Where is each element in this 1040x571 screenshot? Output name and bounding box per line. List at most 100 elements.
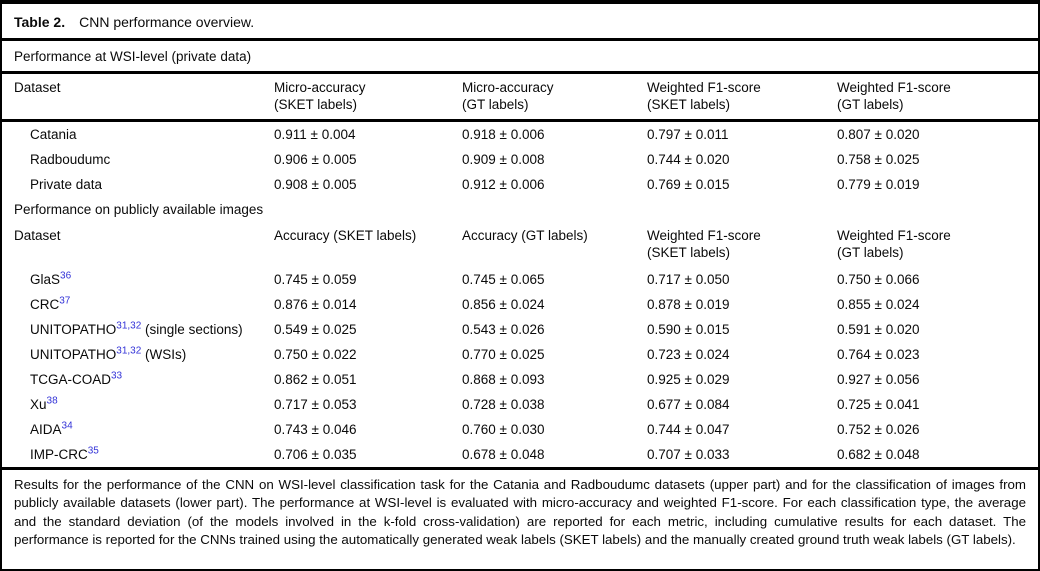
dataset-name: Private data <box>30 177 103 192</box>
dataset-suffix: (WSIs) <box>141 347 187 362</box>
dataset-name: UNITOPATHO <box>30 347 117 362</box>
dataset-name-cell: UNITOPATHO31,32 (WSIs) <box>14 345 274 362</box>
dataset-suffix: (single sections) <box>141 322 243 337</box>
column-header-f1-sket: Weighted F1-score (SKET labels) <box>647 80 761 112</box>
value-cell: 0.807 ± 0.020 <box>837 127 920 142</box>
table-row: AIDA34 0.743 ± 0.046 0.760 ± 0.030 0.744… <box>2 417 1038 442</box>
divider <box>2 38 1038 41</box>
value-cell: 0.752 ± 0.026 <box>837 422 920 437</box>
value-cell: 0.862 ± 0.051 <box>274 372 357 387</box>
table-row: GlaS36 0.745 ± 0.059 0.745 ± 0.065 0.717… <box>2 267 1038 292</box>
value-cell: 0.677 ± 0.084 <box>647 397 730 412</box>
value-cell: 0.908 ± 0.005 <box>274 177 357 192</box>
column-header-f1-gt: Weighted F1-score (GT labels) <box>837 228 951 260</box>
dataset-name: Radboudumc <box>30 152 111 167</box>
value-cell: 0.744 ± 0.020 <box>647 152 730 167</box>
value-cell: 0.797 ± 0.011 <box>647 127 729 142</box>
value-cell: 0.590 ± 0.015 <box>647 322 730 337</box>
dataset-name: IMP-CRC <box>30 447 88 462</box>
column-header-f1-gt: Weighted F1-score (GT labels) <box>837 80 951 112</box>
table-row: Private data 0.908 ± 0.005 0.912 ± 0.006… <box>2 172 1038 197</box>
value-cell: 0.779 ± 0.019 <box>837 177 920 192</box>
citation-link[interactable]: 34 <box>61 420 73 432</box>
column-header-micro-accuracy-gt: Micro-accuracy (GT labels) <box>462 80 554 112</box>
value-cell: 0.764 ± 0.023 <box>837 347 920 362</box>
value-cell: 0.769 ± 0.015 <box>647 177 730 192</box>
citation-link[interactable]: 31,32 <box>116 345 142 357</box>
value-cell: 0.760 ± 0.030 <box>462 422 545 437</box>
column-header-dataset: Dataset <box>14 80 61 95</box>
value-cell: 0.925 ± 0.029 <box>647 372 730 387</box>
divider <box>2 467 1038 470</box>
table-row: IMP-CRC35 0.706 ± 0.035 0.678 ± 0.048 0.… <box>2 442 1038 467</box>
table-caption-row: Table 2. CNN performance overview. <box>2 4 1038 38</box>
value-cell: 0.745 ± 0.065 <box>462 272 545 287</box>
table-caption-text: CNN performance overview. <box>79 14 255 30</box>
column-header-f1-sket: Weighted F1-score (SKET labels) <box>647 228 761 260</box>
column-header-dataset: Dataset <box>14 228 61 243</box>
value-cell: 0.743 ± 0.046 <box>274 422 357 437</box>
value-cell: 0.543 ± 0.026 <box>462 322 545 337</box>
table-row: UNITOPATHO31,32 (single sections) 0.549 … <box>2 317 1038 342</box>
dataset-name-cell: AIDA34 <box>14 420 274 437</box>
dataset-name-cell: GlaS36 <box>14 270 274 287</box>
table-row: Radboudumc 0.906 ± 0.005 0.909 ± 0.008 0… <box>2 147 1038 172</box>
table-row: UNITOPATHO31,32 (WSIs) 0.750 ± 0.022 0.7… <box>2 342 1038 367</box>
dataset-name: Catania <box>30 127 77 142</box>
value-cell: 0.725 ± 0.041 <box>837 397 920 412</box>
value-cell: 0.723 ± 0.024 <box>647 347 730 362</box>
value-cell: 0.591 ± 0.020 <box>837 322 920 337</box>
value-cell: 0.706 ± 0.035 <box>274 447 357 462</box>
value-cell: 0.912 ± 0.006 <box>462 177 545 192</box>
citation-link[interactable]: 35 <box>87 445 99 457</box>
value-cell: 0.927 ± 0.056 <box>837 372 920 387</box>
value-cell: 0.750 ± 0.066 <box>837 272 920 287</box>
value-cell: 0.717 ± 0.050 <box>647 272 730 287</box>
table-row: CRC37 0.876 ± 0.014 0.856 ± 0.024 0.878 … <box>2 292 1038 317</box>
dataset-name: CRC <box>30 297 60 312</box>
section2-label: Performance on publicly available images <box>14 202 264 217</box>
value-cell: 0.770 ± 0.025 <box>462 347 545 362</box>
citation-link[interactable]: 37 <box>59 295 71 307</box>
value-cell: 0.717 ± 0.053 <box>274 397 357 412</box>
section2-header-row: Dataset Accuracy (SKET labels) Accuracy … <box>2 222 1038 267</box>
section1-label: Performance at WSI-level (private data) <box>14 48 252 64</box>
citation-link[interactable]: 31,32 <box>116 320 142 332</box>
value-cell: 0.758 ± 0.025 <box>837 152 920 167</box>
value-cell: 0.744 ± 0.047 <box>647 422 730 437</box>
table-row: Catania 0.911 ± 0.004 0.918 ± 0.006 0.79… <box>2 122 1038 147</box>
citation-link[interactable]: 36 <box>60 270 72 282</box>
divider <box>2 71 1038 74</box>
dataset-name: AIDA <box>30 422 62 437</box>
value-cell: 0.856 ± 0.024 <box>462 297 545 312</box>
table-footnote: Results for the performance of the CNN o… <box>14 477 1026 547</box>
column-header-accuracy-sket: Accuracy (SKET labels) <box>274 228 417 243</box>
value-cell: 0.728 ± 0.038 <box>462 397 545 412</box>
value-cell: 0.876 ± 0.014 <box>274 297 357 312</box>
value-cell: 0.909 ± 0.008 <box>462 152 545 167</box>
column-header-micro-accuracy-sket: Micro-accuracy (SKET labels) <box>274 80 366 112</box>
citation-link[interactable]: 38 <box>46 395 58 407</box>
value-cell: 0.682 ± 0.048 <box>837 447 920 462</box>
value-cell: 0.918 ± 0.006 <box>462 127 545 142</box>
value-cell: 0.868 ± 0.093 <box>462 372 545 387</box>
citation-link[interactable]: 33 <box>111 370 123 382</box>
value-cell: 0.678 ± 0.048 <box>462 447 545 462</box>
divider <box>2 119 1038 122</box>
dataset-name-cell: Xu38 <box>14 395 274 412</box>
value-cell: 0.549 ± 0.025 <box>274 322 357 337</box>
dataset-name: Xu <box>30 397 47 412</box>
table-row: TCGA-COAD33 0.862 ± 0.051 0.868 ± 0.093 … <box>2 367 1038 392</box>
dataset-name-cell: IMP-CRC35 <box>14 445 274 462</box>
dataset-name: GlaS <box>30 272 61 287</box>
table-row: Xu38 0.717 ± 0.053 0.728 ± 0.038 0.677 ±… <box>2 392 1038 417</box>
value-cell: 0.906 ± 0.005 <box>274 152 357 167</box>
dataset-name-cell: CRC37 <box>14 295 274 312</box>
dataset-name: TCGA-COAD <box>30 372 111 387</box>
dataset-name: UNITOPATHO <box>30 322 117 337</box>
table-number-label: Table 2. <box>14 14 66 30</box>
dataset-name-cell: TCGA-COAD33 <box>14 370 274 387</box>
column-header-accuracy-gt: Accuracy (GT labels) <box>462 228 588 243</box>
value-cell: 0.878 ± 0.019 <box>647 297 730 312</box>
